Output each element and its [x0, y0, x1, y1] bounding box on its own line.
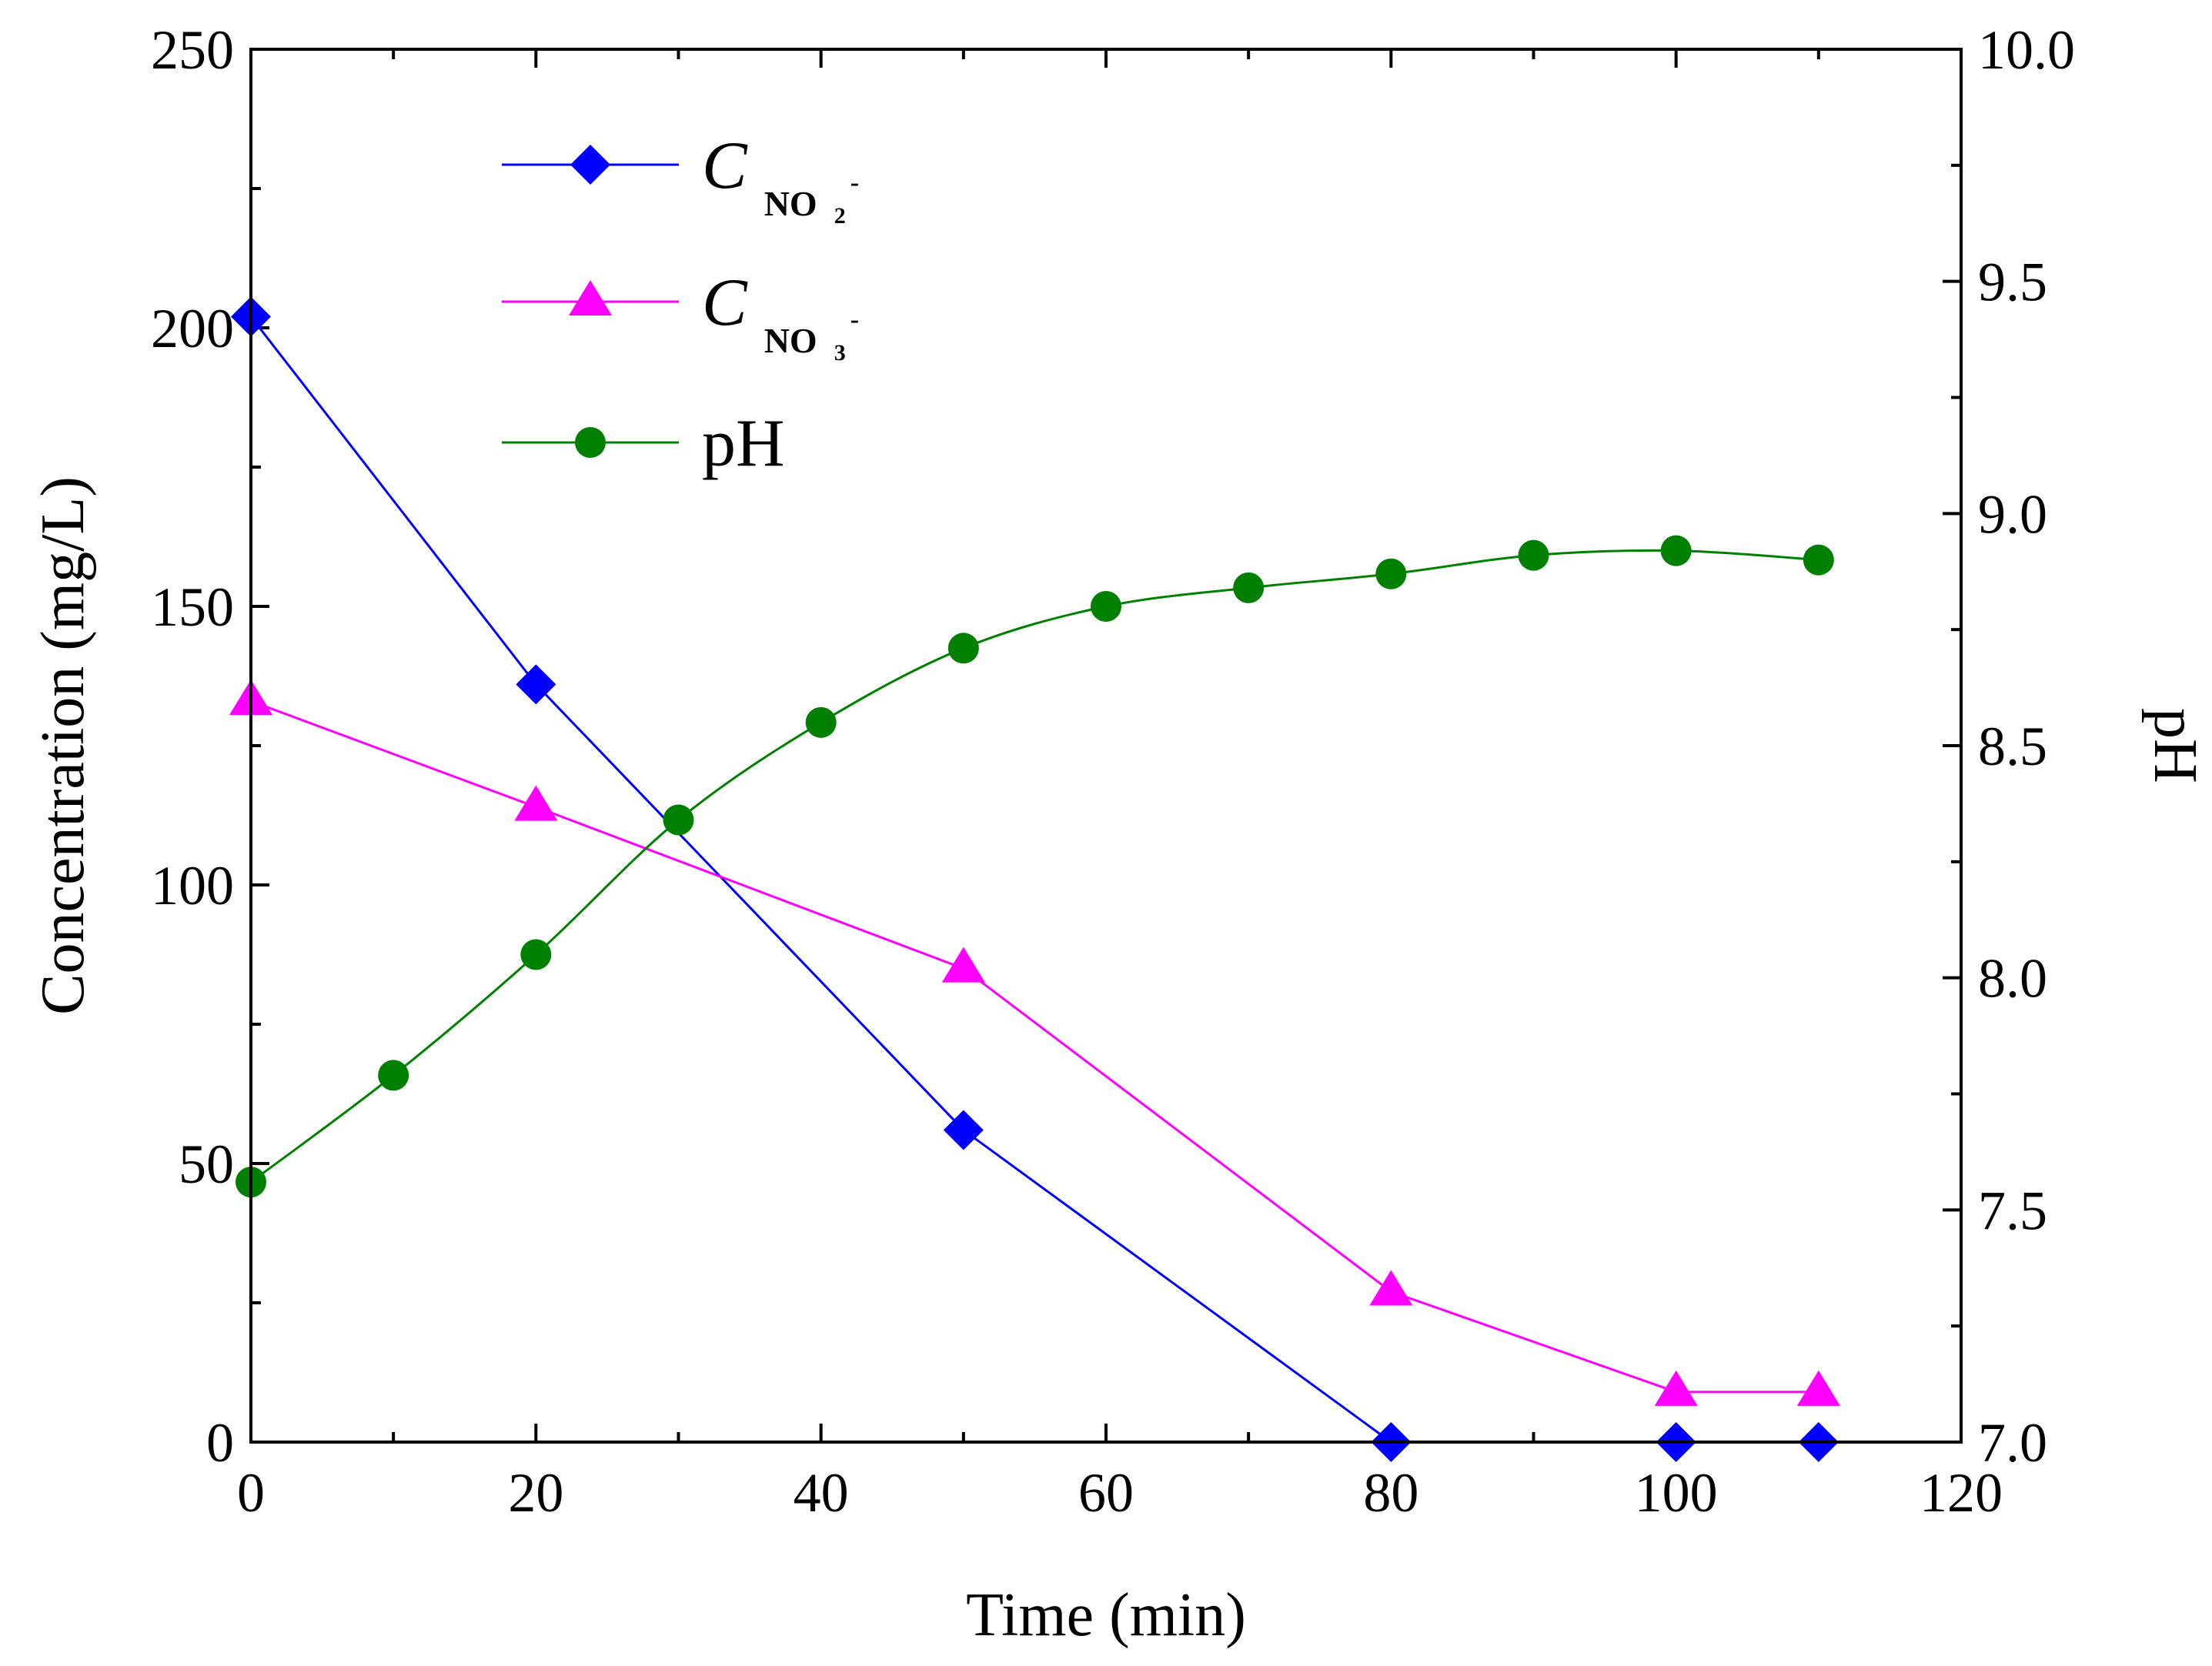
x-tick-label: 120	[1920, 1462, 2003, 1524]
legend-entry-no2: C NO 2 -	[502, 129, 863, 239]
series-line-1	[250, 699, 1819, 1394]
data-point-triangle	[514, 785, 558, 821]
data-point-circle	[1375, 558, 1407, 589]
legend-label-ph: pH	[702, 406, 785, 481]
legend-label-no3-sub: NO	[764, 321, 817, 360]
y-left-tick-label: 250	[151, 19, 234, 81]
y-left-tick-label: 150	[151, 576, 234, 638]
data-point-triangle	[1796, 1370, 1840, 1406]
y-right-tick-label: 7.5	[1978, 1180, 2047, 1241]
data-point-diamond	[943, 1110, 984, 1150]
legend-entry-no3: C NO 3 -	[502, 265, 863, 376]
x-tick-label: 0	[237, 1462, 265, 1524]
y-right-tick-label: 8.0	[1978, 948, 2047, 1010]
x-tick-label: 100	[1635, 1462, 1718, 1524]
data-point-diamond	[516, 664, 556, 705]
legend: C NO 2 - C NO 3 - pH	[502, 129, 863, 481]
axis-ticks: 0 20 40 60 80 100 120 0 50 100 150 200 250 7.0 7.5 8.0 8…	[151, 19, 2075, 1524]
data-point-circle	[1233, 572, 1265, 603]
y-right-tick-label: 10.0	[1978, 19, 2075, 81]
data-point-circle	[1660, 535, 1692, 566]
legend-label-no3-main: C	[702, 265, 748, 340]
legend-label-no3-subnum: 3	[834, 340, 846, 366]
legend-label-no2: C NO 2 -	[702, 129, 863, 239]
series-2	[236, 535, 1834, 1198]
x-tick-label: 80	[1363, 1462, 1418, 1524]
legend-label-no2-main: C	[702, 129, 748, 203]
y-left-tick-label: 100	[151, 855, 234, 916]
y-right-tick-label: 9.0	[1978, 483, 2047, 545]
data-point-circle	[805, 706, 837, 738]
legend-entry-ph: pH	[502, 406, 785, 481]
legend-marker-triangle	[569, 280, 612, 316]
y-axis-right-label: pH	[2141, 708, 2209, 783]
data-point-circle	[1803, 544, 1834, 576]
y-left-tick-label: 50	[179, 1133, 234, 1195]
x-tick-label: 40	[794, 1462, 849, 1524]
data-point-circle	[378, 1060, 409, 1091]
data-point-circle	[947, 633, 979, 664]
legend-label-no2-sup: -	[850, 169, 859, 197]
legend-marker-diamond	[570, 145, 610, 185]
x-tick-label: 60	[1078, 1462, 1134, 1524]
series-1	[229, 679, 1840, 1406]
legend-marker-circle	[575, 427, 606, 458]
plot-frame	[249, 48, 1963, 1444]
x-tick-label: 20	[508, 1462, 563, 1524]
legend-label-no2-sub: NO	[764, 184, 817, 223]
legend-label-no3-sup: -	[850, 305, 859, 334]
data-point-triangle	[1369, 1270, 1413, 1306]
data-point-circle	[1518, 539, 1549, 571]
data-point-triangle	[941, 947, 985, 983]
x-axis-label: Time (min)	[966, 1581, 1246, 1649]
legend-label-no2-subnum: 2	[834, 203, 846, 229]
data-point-circle	[663, 804, 694, 836]
y-left-tick-label: 200	[151, 298, 234, 359]
y-axis-left-label: Concentration (mg/L)	[29, 476, 97, 1015]
y-left-tick-label: 0	[206, 1412, 234, 1474]
y-right-tick-label: 9.5	[1978, 252, 2047, 313]
data-point-circle	[520, 939, 552, 970]
y-right-tick-label: 7.0	[1978, 1412, 2047, 1474]
data-point-triangle	[1654, 1370, 1698, 1406]
legend-label-no3: C NO 3 -	[702, 265, 863, 376]
data-point-circle	[1091, 591, 1121, 622]
y-right-tick-label: 8.5	[1978, 716, 2047, 777]
